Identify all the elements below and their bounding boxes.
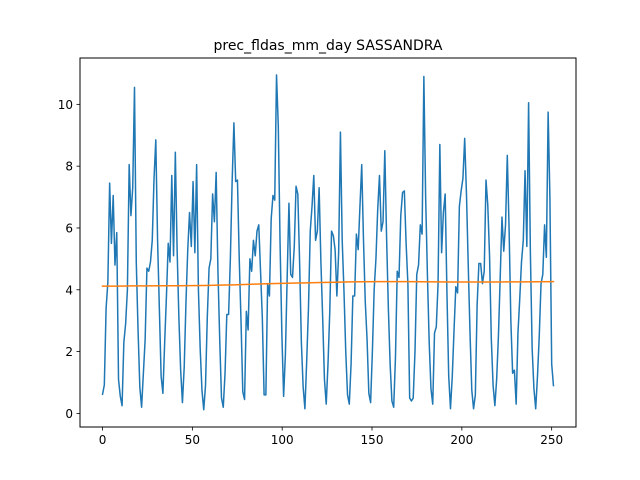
series-layer (101, 74, 555, 411)
y-tick-label: 6 (65, 221, 73, 235)
y-axis: 0 2 4 6 8 10 (58, 98, 80, 421)
y-tick-label: 10 (58, 98, 73, 112)
x-tick-label: 0 (99, 433, 107, 447)
y-tick-label: 0 (65, 407, 73, 421)
series-line-1 (101, 74, 555, 411)
x-tick-label: 200 (450, 433, 473, 447)
chart-title: prec_fldas_mm_day SASSANDRA (213, 38, 442, 54)
plot-frame (79, 57, 577, 428)
x-tick-label: 50 (185, 433, 200, 447)
x-tick-label: 100 (271, 433, 294, 447)
y-tick-label: 4 (65, 283, 73, 297)
y-tick-label: 8 (65, 160, 73, 174)
x-tick-label: 150 (361, 433, 384, 447)
x-axis: 0 50 100 150 200 250 (99, 427, 563, 447)
x-tick-label: 250 (540, 433, 563, 447)
y-tick-label: 2 (65, 345, 73, 359)
series-line-2 (101, 280, 555, 287)
